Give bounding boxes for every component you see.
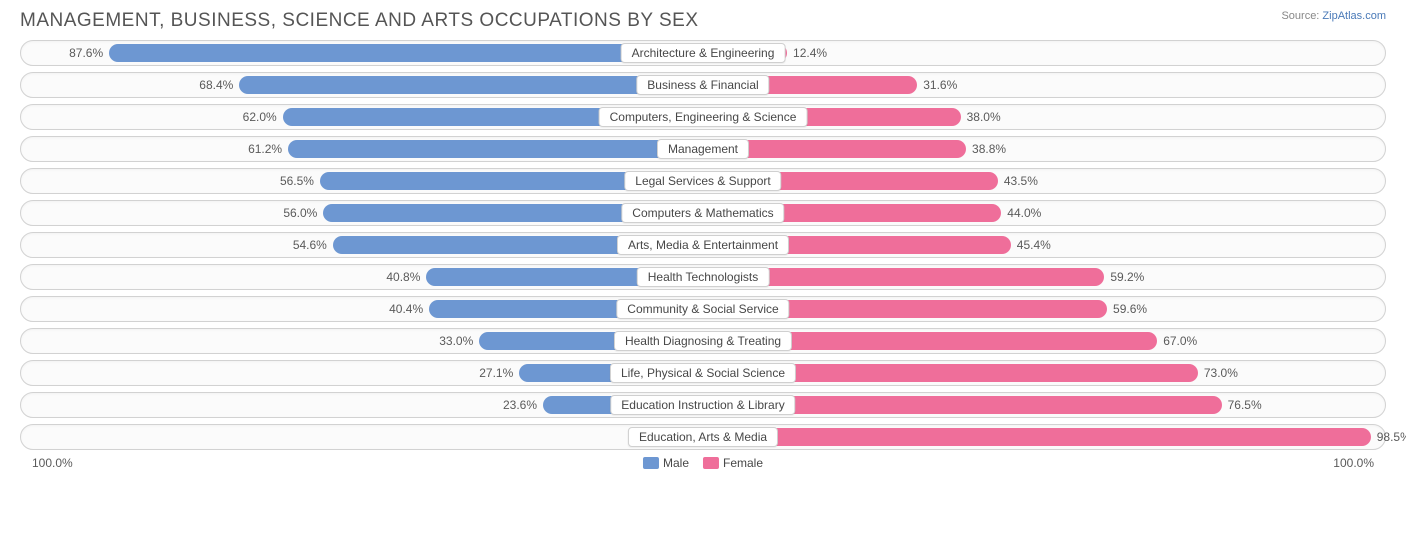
chart-row: 23.6% 76.5% Education Instruction & Librar… [20,392,1386,418]
chart-title: MANAGEMENT, BUSINESS, SCIENCE AND ARTS O… [20,10,699,32]
pct-male-label: 56.5% [280,174,320,188]
pct-male-label: 68.4% [199,78,239,92]
pct-male-label: 40.8% [386,270,426,284]
pct-female-label: 67.0% [1157,334,1197,348]
category-label: Education, Arts & Media [628,427,778,447]
axis-right-label: 100.0% [1333,456,1374,470]
source-prefix: Source: [1281,10,1322,22]
chart-row: 56.5% 43.5% Legal Services & Support [20,168,1386,194]
axis-left-label: 100.0% [32,456,73,470]
chart-header: MANAGEMENT, BUSINESS, SCIENCE AND ARTS O… [20,10,1386,32]
chart-row: 40.8% 59.2% Health Technologists [20,264,1386,290]
category-label: Computers, Engineering & Science [599,107,808,127]
source-brand: ZipAtlas.com [1322,10,1386,22]
swatch-female [703,457,719,469]
axis-row: 100.0% Male Female 100.0% [20,456,1386,478]
pct-male-label: 27.1% [479,366,519,380]
pct-male-label: 33.0% [439,334,479,348]
bar-female [703,428,1371,446]
pct-female-label: 12.4% [787,46,827,60]
legend-male-label: Male [663,456,689,470]
source-attribution: Source: ZipAtlas.com [1281,10,1386,22]
bar-male [239,76,703,94]
chart-row: 62.0% 38.0% Computers, Engineering & Scien… [20,104,1386,130]
bar-male [288,140,703,158]
pct-female-label: 59.6% [1107,302,1147,316]
pct-male-label: 40.4% [389,302,429,316]
legend-female-label: Female [723,456,763,470]
occupations-chart: 87.6% 12.4%Architecture & Engineering 68.4… [20,40,1386,450]
category-label: Life, Physical & Social Science [610,363,796,383]
bar-male [109,44,703,62]
category-label: Architecture & Engineering [621,43,786,63]
pct-female-label: 98.5% [1371,430,1406,444]
category-label: Community & Social Service [616,299,789,319]
pct-female-label: 59.2% [1104,270,1144,284]
chart-row: 56.0% 44.0% Computers & Mathematics [20,200,1386,226]
legend-female: Female [703,456,763,470]
category-label: Education Instruction & Library [610,395,795,415]
pct-female-label: 31.6% [917,78,957,92]
category-label: Arts, Media & Entertainment [617,235,789,255]
pct-female-label: 45.4% [1011,238,1051,252]
category-label: Health Diagnosing & Treating [614,331,792,351]
chart-row: 54.6% 45.4% Arts, Media & Entertainment [20,232,1386,258]
chart-row: 27.1% 73.0% Life, Physical & Social Scienc… [20,360,1386,386]
pct-female-label: 76.5% [1222,398,1262,412]
chart-row: 68.4% 31.6% Business & Financial [20,72,1386,98]
chart-row: 61.2% 38.8% Management [20,136,1386,162]
chart-row: 87.6% 12.4%Architecture & Engineering [20,40,1386,66]
pct-female-label: 73.0% [1198,366,1238,380]
pct-male-label: 61.2% [248,142,288,156]
category-label: Computers & Mathematics [621,203,784,223]
pct-male-label: 56.0% [283,206,323,220]
pct-male-label: 62.0% [243,110,283,124]
legend: Male Female [643,456,763,470]
legend-male: Male [643,456,689,470]
category-label: Legal Services & Support [624,171,781,191]
pct-female-label: 43.5% [998,174,1038,188]
pct-male-label: 23.6% [503,398,543,412]
chart-row: 33.0% 67.0% Health Diagnosing & Treating [20,328,1386,354]
pct-female-label: 38.8% [966,142,1006,156]
category-label: Business & Financial [636,75,769,95]
chart-row: 40.4% 59.6% Community & Social Service [20,296,1386,322]
pct-female-label: 44.0% [1001,206,1041,220]
swatch-male [643,457,659,469]
pct-male-label: 54.6% [293,238,333,252]
category-label: Health Technologists [637,267,770,287]
pct-male-label: 87.6% [69,46,109,60]
category-label: Management [657,139,749,159]
chart-row: 1.5%98.5%Education, Arts & Media [20,424,1386,450]
pct-female-label: 38.0% [961,110,1001,124]
